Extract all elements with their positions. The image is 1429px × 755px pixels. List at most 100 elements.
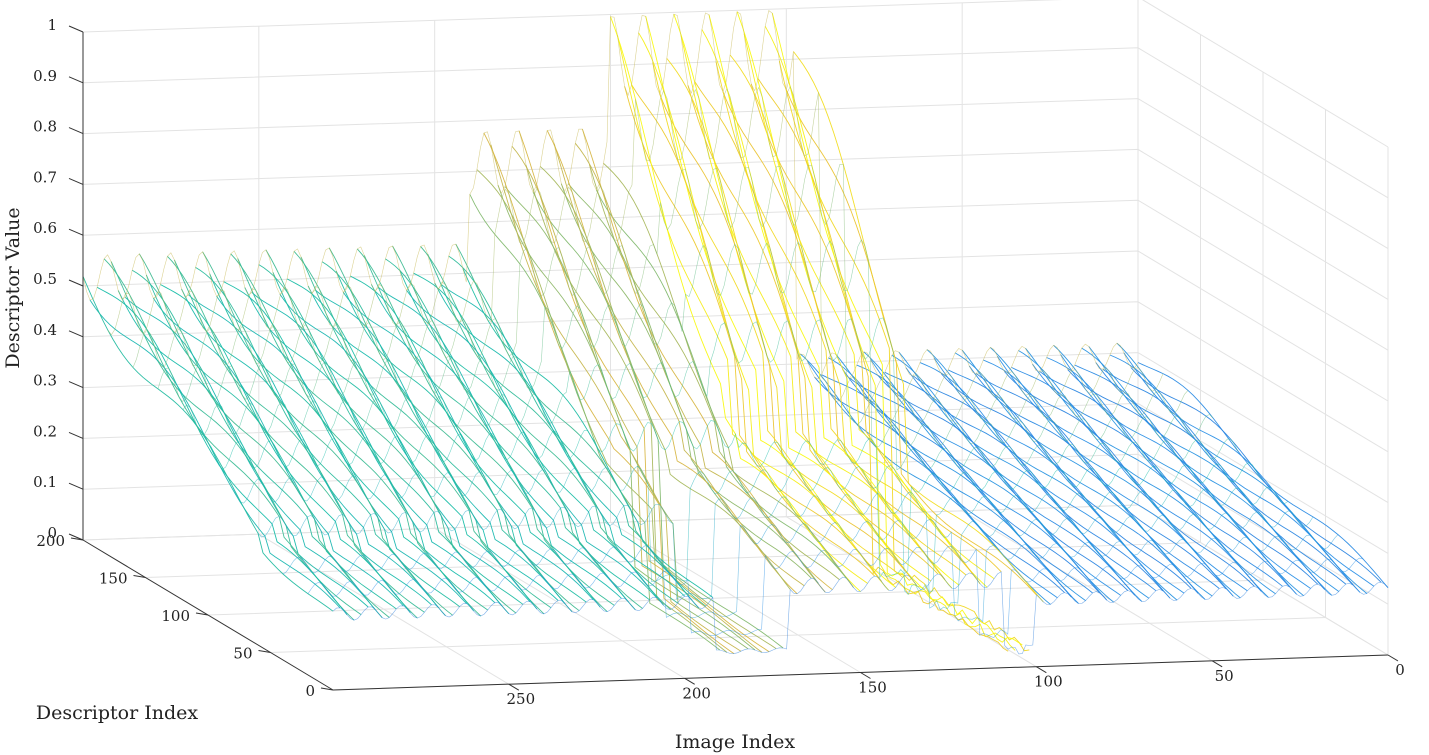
gridline-z-7 [82,148,1389,300]
z-tick-label-0: 0 [47,524,57,542]
z-tick-label-5: 0.5 [33,270,57,288]
mesh-cross-40 [282,518,1339,623]
x-tick-mark-0 [1387,654,1399,662]
z-tick-mark-2 [68,431,84,439]
mesh-line-1 [1130,367,1382,583]
y-tick-mark-1 [258,650,271,653]
mesh-line-53 [764,26,1016,651]
z-tick-mark-0 [68,533,84,541]
mesh-cross-60 [257,492,1314,611]
mesh-line-134 [195,267,446,616]
mesh-line-65 [680,34,932,582]
z-tick-label-2: 0.2 [33,422,57,440]
gridline-z-1 [82,453,1389,605]
y-tick-mark-3 [133,575,146,578]
gridline-z-8 [82,98,1389,250]
mesh-line-80 [574,143,826,593]
z-tick-label-1: 0.1 [33,473,57,491]
gridline-z-9 [82,47,1389,199]
x-axis-label: Image Index [675,731,795,753]
mesh-cross-80 [232,465,1289,596]
z-tick-mark-3 [68,381,84,389]
x-tick-mark-3 [860,672,871,679]
mesh-line-63 [694,81,946,580]
y-tick-label-2: 100 [161,607,190,625]
mesh-line-74 [617,35,868,584]
mesh-line-86 [532,191,784,649]
mesh-line-57 [736,11,988,588]
y-tick-label-3: 150 [99,570,128,588]
mesh-line-141 [145,274,397,610]
z-tick-label-10: 1 [47,16,57,34]
y-tick-mark-0 [320,687,334,691]
mesh-line-96 [462,268,714,598]
y-axis-label: Descriptor Index [36,702,199,724]
gridline-z-0 [82,504,1389,656]
z-tick-mark-7 [68,177,84,185]
x-tick-mark-1 [1211,660,1223,668]
mesh-line-10 [1067,369,1319,585]
mesh-line-54 [757,78,1009,652]
mesh-cross-140 [157,239,1214,447]
mesh-line-8 [1081,347,1333,596]
z-tick-mark-1 [68,482,84,490]
mesh-cross-200 [82,9,1139,380]
x-tick-label-0: 0 [1395,661,1405,679]
gridline-x-1 [961,2,1213,662]
mesh-cross-180 [107,85,1164,402]
mesh-line-84 [546,130,798,595]
z-tick-label-6: 0.6 [33,219,57,237]
y-tick-label-4: 200 [36,532,65,550]
gridline-y-2 [207,72,1264,616]
mesh-line-107 [385,258,636,611]
x-tick-mark-4 [684,677,695,685]
z-tick-label-8: 0.8 [33,118,57,136]
z-tick-mark-10 [68,25,84,33]
mesh-line-35 [891,354,1143,602]
x-tick-mark-5 [508,683,520,691]
mesh-line-125 [258,264,510,614]
x-tick-label-5: 250 [507,690,536,708]
mesh-line-64 [687,85,939,575]
mesh-line-6 [1095,362,1347,585]
gridline-y-3 [145,34,1201,578]
mesh-line-45 [821,374,1072,598]
mesh-line-46 [814,376,1065,593]
y-tick-mark-2 [195,612,209,616]
mesh-line-77 [596,189,847,579]
z-tick-mark-4 [68,330,84,338]
mesh-line-26 [954,352,1206,600]
mesh-line-94 [476,169,728,653]
mesh-line-112 [350,275,601,608]
mesh-cross-100 [207,420,1264,579]
y-tick-label-0: 0 [305,682,315,700]
mesh-cross-0 [332,571,1389,655]
mesh-cross-20 [307,546,1364,638]
z-tick-label-7: 0.7 [33,168,57,186]
mesh-layer [82,9,1389,655]
x-tick-label-3: 150 [858,679,887,697]
z-tick-label-9: 0.9 [33,67,57,85]
x-tick-mark-2 [1036,666,1047,674]
z-tick-mark-9 [68,76,84,84]
z-axis-label: Descriptor Value [2,207,24,368]
mesh-line-100 [434,282,686,597]
ticks-layer: 05010015020025005010015020000.10.20.30.4… [33,16,1405,708]
mesh-line-91 [497,184,749,650]
mesh-line-69 [652,62,903,578]
z-tick-mark-8 [68,127,84,135]
mesh-line-70 [645,16,896,588]
x-tick-label-1: 50 [1215,667,1234,685]
z-tick-mark-5 [68,279,84,287]
z-tick-mark-6 [68,228,84,236]
mesh-cross-160 [132,164,1189,425]
x-tick-label-2: 100 [1034,673,1063,691]
mesh-line-68 [659,93,911,577]
gridline-y-1 [270,109,1326,653]
z-tick-label-3: 0.3 [33,372,57,390]
mesh-cross-120 [182,317,1239,471]
mesh-line-90 [504,186,756,651]
mesh-line-150 [82,276,334,612]
x-tick-label-4: 200 [682,684,711,702]
